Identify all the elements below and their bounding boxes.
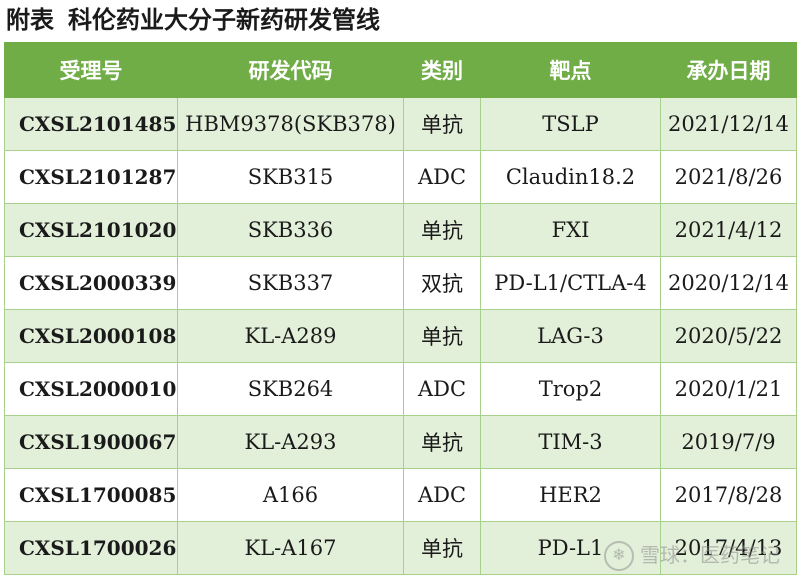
cell-rd-code: A166	[177, 468, 404, 522]
cell-category: ADC	[403, 150, 481, 204]
cell-rd-code: SKB337	[177, 256, 404, 310]
watermark-text: 雪球：医药笔记	[640, 542, 780, 567]
cell-target: FXI	[480, 203, 661, 257]
cell-accept-no: CXSL2101485	[4, 97, 178, 151]
table-title: 附表 科伦药业大分子新药研发管线	[6, 2, 380, 38]
cell-date: 2020/1/21	[660, 362, 797, 416]
cell-target: TSLP	[480, 97, 661, 151]
cell-accept-no: CXSL2000339	[4, 256, 178, 310]
cell-category: 单抗	[403, 415, 481, 469]
cell-category: 双抗	[403, 256, 481, 310]
cell-category: 单抗	[403, 203, 481, 257]
pipeline-table: 受理号 研发代码 类别 靶点 承办日期 CXSL2101485 HBM9378(…	[4, 42, 797, 575]
title-text: 科伦药业大分子新药研发管线	[68, 6, 380, 34]
cell-accept-no: CXSL2000108	[4, 309, 178, 363]
cell-rd-code: SKB315	[177, 150, 404, 204]
cell-category: ADC	[403, 468, 481, 522]
table-body: CXSL2101485 HBM9378(SKB378) 单抗 TSLP 2021…	[4, 97, 797, 575]
cell-date: 2020/12/14	[660, 256, 797, 310]
cell-date: 2021/8/26	[660, 150, 797, 204]
watermark: ❄ 雪球：医药笔记	[604, 539, 780, 571]
cell-accept-no: CXSL1700026	[4, 521, 178, 575]
header-accept-no: 受理号	[4, 42, 178, 98]
cell-accept-no: CXSL2000010	[4, 362, 178, 416]
cell-date: 2021/12/14	[660, 97, 797, 151]
cell-accept-no: CXSL1900067	[4, 415, 178, 469]
cell-target: PD-L1/CTLA-4	[480, 256, 661, 310]
cell-date: 2019/7/9	[660, 415, 797, 469]
header-target: 靶点	[480, 42, 661, 98]
cell-rd-code: SKB336	[177, 203, 404, 257]
cell-accept-no: CXSL1700085	[4, 468, 178, 522]
cell-rd-code: KL-A167	[177, 521, 404, 575]
cell-category: 单抗	[403, 521, 481, 575]
table-row: CXSL2101020 SKB336 单抗 FXI 2021/4/12	[4, 203, 797, 257]
cell-date: 2017/8/28	[660, 468, 797, 522]
header-date: 承办日期	[660, 42, 797, 98]
cell-rd-code: SKB264	[177, 362, 404, 416]
cell-rd-code: KL-A289	[177, 309, 404, 363]
cell-category: 单抗	[403, 309, 481, 363]
table-row: CXSL2101287 SKB315 ADC Claudin18.2 2021/…	[4, 150, 797, 204]
cell-rd-code: KL-A293	[177, 415, 404, 469]
cell-target: HER2	[480, 468, 661, 522]
header-row: 受理号 研发代码 类别 靶点 承办日期	[4, 42, 797, 98]
title-prefix: 附表	[6, 6, 54, 34]
header-category: 类别	[403, 42, 481, 98]
table-row: CXSL2000339 SKB337 双抗 PD-L1/CTLA-4 2020/…	[4, 256, 797, 310]
cell-target: Trop2	[480, 362, 661, 416]
cell-date: 2020/5/22	[660, 309, 797, 363]
table-row: CXSL2000108 KL-A289 单抗 LAG-3 2020/5/22	[4, 309, 797, 363]
cell-accept-no: CXSL2101020	[4, 203, 178, 257]
snowball-icon: ❄	[604, 541, 634, 571]
cell-date: 2021/4/12	[660, 203, 797, 257]
table-row: CXSL2000010 SKB264 ADC Trop2 2020/1/21	[4, 362, 797, 416]
cell-category: ADC	[403, 362, 481, 416]
cell-category: 单抗	[403, 97, 481, 151]
cell-target: TIM-3	[480, 415, 661, 469]
cell-date: 2017/4/13	[660, 521, 797, 575]
header-rd-code: 研发代码	[177, 42, 404, 98]
cell-target: LAG-3	[480, 309, 661, 363]
cell-accept-no: CXSL2101287	[4, 150, 178, 204]
table-row: CXSL2101485 HBM9378(SKB378) 单抗 TSLP 2021…	[4, 97, 797, 151]
cell-target: Claudin18.2	[480, 150, 661, 204]
table-row: CXSL1900067 KL-A293 单抗 TIM-3 2019/7/9	[4, 415, 797, 469]
table-row: CXSL1700085 A166 ADC HER2 2017/8/28	[4, 468, 797, 522]
cell-rd-code: HBM9378(SKB378)	[177, 97, 404, 151]
